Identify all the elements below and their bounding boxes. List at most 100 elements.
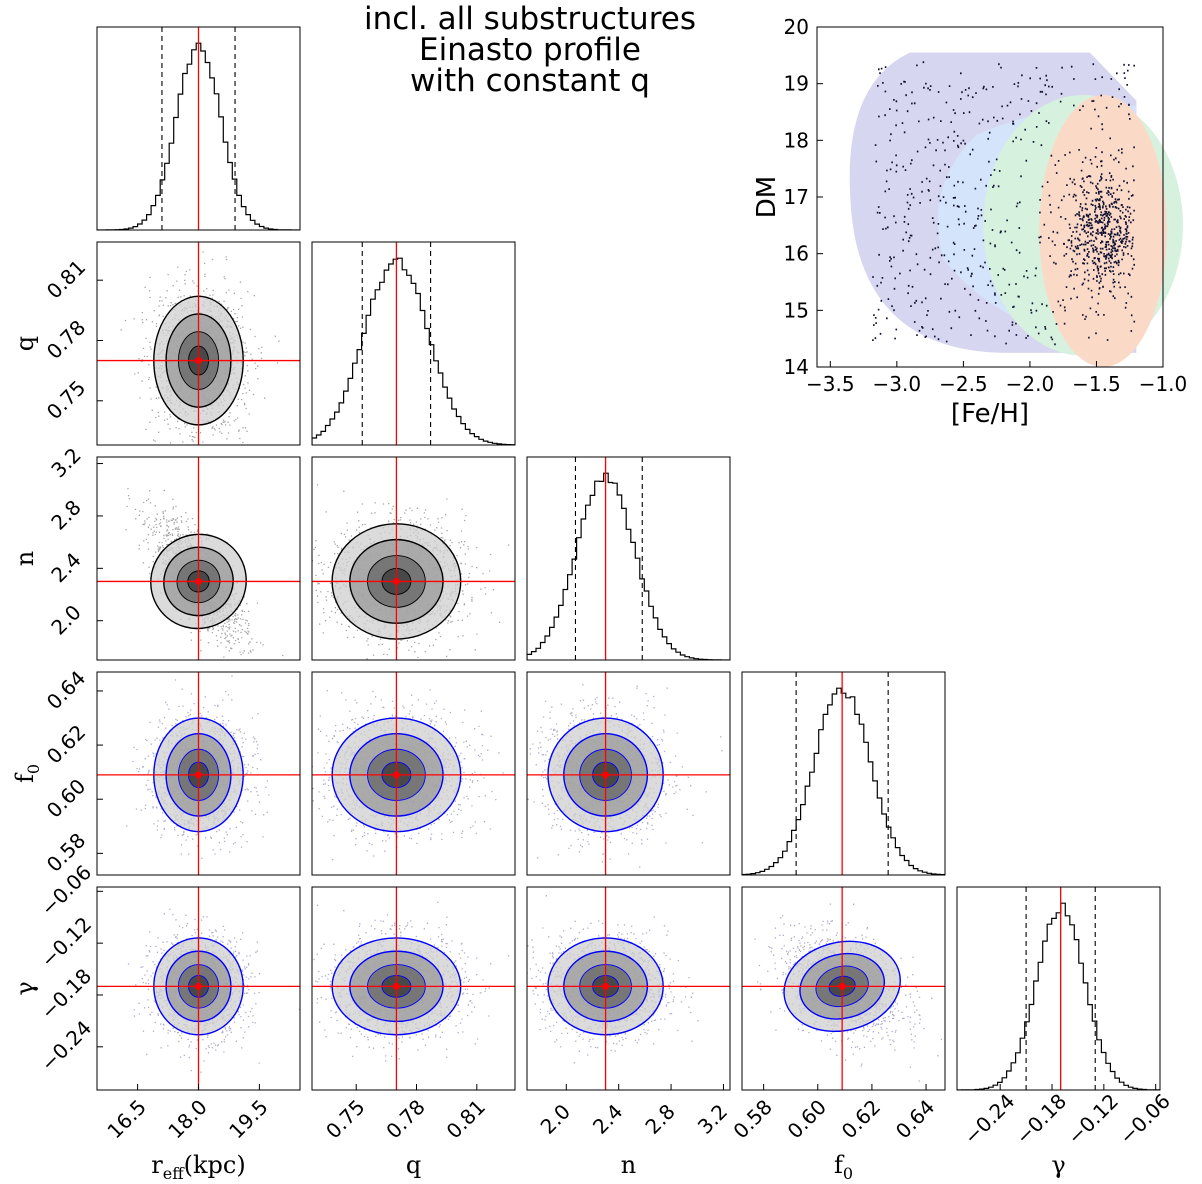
inset-y-axis-label: DM	[752, 176, 782, 218]
best-fit-marker	[392, 982, 400, 990]
y-tick-label-q: 0.78	[42, 315, 90, 363]
panel-frame	[96, 241, 301, 446]
x-tick-label-f0: 0.58	[728, 1095, 776, 1143]
y-tick-label-f0: 0.60	[42, 774, 90, 822]
x-tick-label-reff: 16.5	[102, 1095, 150, 1143]
panel-content	[97, 672, 300, 875]
panel-content	[97, 27, 300, 230]
y-axis-label-q: q	[11, 336, 39, 351]
inset-y-tick-label: 19	[784, 72, 809, 96]
inset-x-tick-label: −2.0	[1006, 372, 1055, 396]
y-tick-label-n: 2.8	[46, 495, 85, 534]
best-fit-marker	[195, 577, 202, 585]
x-tick-label-q: 0.78	[381, 1095, 429, 1143]
x-tick-label-q: 0.81	[442, 1095, 490, 1143]
x-tick-label-n: 3.2	[693, 1099, 732, 1138]
panel-n-vs-n	[526, 456, 731, 661]
panel-frame	[526, 886, 731, 1091]
histogram-q	[312, 257, 515, 445]
panel-content	[527, 457, 730, 660]
inset-y-tick-label: 16	[784, 242, 809, 266]
inset-y-tick-label: 18	[784, 128, 809, 152]
best-fit-marker	[392, 771, 400, 779]
x-axis-label-reff: reff(kpc)	[151, 1151, 245, 1183]
inset-x-tick-label: −1.0	[1139, 372, 1188, 396]
inset-x-tick-label: −2.5	[939, 372, 988, 396]
y-tick-label-n: 3.2	[46, 443, 85, 482]
best-fit-marker	[838, 982, 846, 990]
panel-content	[312, 242, 515, 445]
x-tick-label-n: 2.4	[588, 1099, 627, 1138]
inset-y-tick-label: 20	[784, 15, 809, 39]
panel-f0-vs-n	[526, 671, 731, 876]
panel-frame	[741, 886, 946, 1091]
best-fit-marker	[392, 577, 400, 585]
best-fit-marker	[195, 771, 202, 779]
histogram-gamma	[957, 902, 1160, 1090]
panel-content	[527, 672, 730, 875]
panel-n-vs-reff: 2.0 2.4 2.8 3.2	[46, 443, 301, 661]
y-tick-label-gamma: −0.18	[36, 964, 96, 1024]
panel-frame	[311, 241, 516, 446]
panel-frame	[526, 671, 731, 876]
panel-gamma-vs-reff: 16.5 18.0 19.5−0.24−0.18−0.12−0.06	[36, 860, 301, 1143]
x-tick-label-q: 0.75	[321, 1095, 369, 1143]
inset-points	[872, 61, 1136, 346]
x-tick-label-n: 2.8	[640, 1099, 679, 1138]
panel-frame	[96, 456, 301, 661]
best-fit-marker	[602, 771, 610, 779]
title-line-3: with constant q	[410, 63, 650, 99]
x-tick-label-f0: 0.60	[783, 1095, 831, 1143]
panel-frame	[96, 671, 301, 876]
panel-n-vs-q	[311, 456, 516, 661]
y-tick-label-gamma: −0.24	[36, 1016, 96, 1076]
inset-y-tick-label: 17	[784, 185, 809, 209]
panel-frame	[311, 886, 516, 1091]
panel-content	[527, 887, 730, 1090]
panel-q-vs-reff: 0.75 0.78 0.81	[42, 241, 301, 446]
panel-reff-vs-reff	[96, 26, 301, 231]
label-subscript: eff	[163, 1164, 185, 1183]
best-fit-marker	[195, 357, 202, 365]
panel-gamma-vs-n: 2.0 2.4 2.8 3.2	[526, 886, 732, 1139]
y-tick-label-n: 2.0	[46, 600, 85, 639]
inset-x-tick-label: −3.0	[873, 372, 922, 396]
x-tick-label-gamma: −0.12	[1063, 1089, 1123, 1149]
best-fit-marker	[602, 982, 610, 990]
panel-content	[97, 887, 300, 1090]
x-axis-label-f0: f0	[834, 1151, 853, 1183]
label-suffix: (kpc)	[184, 1151, 246, 1179]
panel-gamma-vs-gamma: −0.24−0.18−0.12−0.06	[956, 886, 1175, 1149]
inset-x-axis-label: [Fe/H]	[951, 399, 1029, 429]
panel-frame	[956, 886, 1161, 1091]
panel-content	[957, 887, 1160, 1090]
y-tick-label-f0: 0.62	[42, 720, 90, 768]
y-tick-label-q: 0.81	[42, 255, 90, 303]
panel-f0-vs-reff: 0.580.600.620.64	[42, 666, 301, 877]
x-tick-label-gamma: −0.18	[1011, 1089, 1071, 1149]
inset-x-tick-label: −1.5	[1072, 372, 1121, 396]
panel-q-vs-q	[311, 241, 516, 446]
x-tick-label-gamma: −0.24	[959, 1089, 1019, 1149]
panel-f0-vs-f0	[741, 671, 946, 876]
panel-content	[742, 887, 945, 1090]
best-fit-marker	[195, 982, 202, 990]
inset-y-tick-label: 14	[784, 355, 809, 379]
y-axis-label-n: n	[11, 551, 39, 566]
y-axis-label-f0: f0	[11, 764, 43, 783]
x-axis-label-q: q	[406, 1151, 421, 1179]
x-tick-label-gamma: −0.06	[1115, 1089, 1175, 1149]
panel-content	[742, 672, 945, 875]
y-tick-label-f0: 0.64	[42, 666, 90, 714]
y-axis-label-gamma: γ	[11, 981, 39, 995]
figure-title: incl. all substructures Einasto profile …	[330, 4, 730, 97]
x-tick-label-f0: 0.62	[837, 1095, 885, 1143]
x-tick-label-reff: 18.0	[163, 1095, 211, 1143]
histogram-n	[527, 472, 730, 660]
label-subscript: 0	[843, 1164, 853, 1183]
panel-gamma-vs-f0: 0.58 0.60 0.62 0.64	[728, 886, 946, 1143]
panel-content	[312, 887, 515, 1090]
panel-content	[312, 457, 515, 660]
title-line-2: Einasto profile	[419, 32, 641, 68]
